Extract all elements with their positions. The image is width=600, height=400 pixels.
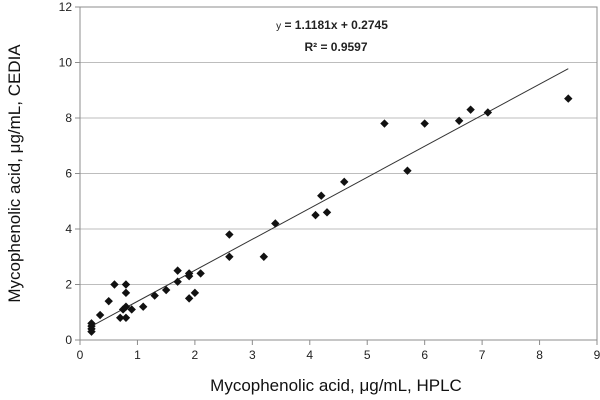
data-point-26 (259, 252, 269, 261)
y-tick-label-6: 6 (65, 167, 72, 181)
x-tick-label-6: 6 (421, 348, 428, 362)
x-axis-title: Mycophenolic acid, μg/mL, HPLC (210, 376, 462, 395)
data-point-31 (340, 177, 349, 187)
x-tick-label-4: 4 (306, 348, 313, 362)
data-points (87, 94, 573, 336)
r-squared-label: R² = 0.9597 (304, 40, 367, 54)
x-tick-label-0: 0 (77, 348, 84, 362)
data-point-34 (420, 119, 429, 128)
data-point-19 (184, 294, 194, 303)
data-point-32 (380, 119, 389, 128)
data-point-28 (311, 210, 320, 220)
data-point-12 (121, 280, 131, 289)
data-point-16 (161, 285, 171, 295)
x-tick-label-5: 5 (364, 348, 371, 362)
data-point-10 (121, 302, 131, 311)
data-point-17 (173, 277, 182, 286)
data-point-30 (322, 208, 332, 217)
data-point-5 (104, 296, 113, 306)
x-tick-label-2: 2 (192, 348, 199, 362)
data-point-27 (271, 219, 280, 228)
data-point-36 (466, 105, 475, 114)
trendline-group (91, 68, 569, 327)
y-tick-label-10: 10 (59, 56, 73, 70)
data-point-11 (121, 288, 131, 298)
x-tick-label-3: 3 (249, 348, 256, 362)
y-tick-label-12: 12 (59, 0, 73, 14)
x-tick-label-9: 9 (594, 348, 600, 362)
data-point-6 (110, 280, 119, 289)
data-point-15 (150, 291, 159, 300)
data-point-33 (403, 166, 412, 175)
data-point-24 (225, 252, 234, 261)
trendline-equation: y = 1.1181x + 0.2745 (276, 18, 388, 32)
data-point-21 (184, 269, 194, 278)
data-point-3 (87, 319, 96, 328)
x-tick-label-8: 8 (536, 348, 543, 362)
data-point-23 (196, 269, 205, 278)
equation-body: = 1.1181x + 0.2745 (281, 18, 388, 32)
trendline (91, 68, 569, 327)
x-tick-label-1: 1 (134, 348, 141, 362)
data-point-25 (225, 230, 234, 239)
y-tick-label-2: 2 (65, 278, 72, 292)
data-point-9 (121, 313, 131, 322)
y-tick-label-8: 8 (65, 111, 72, 125)
data-point-7 (116, 313, 125, 322)
data-point-14 (138, 302, 148, 311)
data-point-37 (483, 108, 493, 117)
x-axis-ticks: 0 1 2 3 4 5 6 7 8 9 (77, 340, 600, 362)
y-axis-title: Mycophenolic acid, μg/mL, CEDIA (5, 44, 24, 303)
data-point-29 (317, 191, 326, 200)
equation-prefix: y (276, 21, 281, 32)
data-point-22 (190, 288, 200, 298)
data-point-4 (95, 310, 105, 320)
y-axis-ticks: 0 2 4 6 8 10 12 (59, 0, 80, 347)
x-tick-label-7: 7 (479, 348, 486, 362)
y-tick-label-4: 4 (65, 222, 72, 236)
data-point-35 (454, 116, 464, 125)
data-point-13 (127, 305, 136, 314)
data-point-18 (173, 266, 182, 275)
y-tick-label-0: 0 (65, 333, 72, 347)
data-point-38 (564, 94, 573, 103)
